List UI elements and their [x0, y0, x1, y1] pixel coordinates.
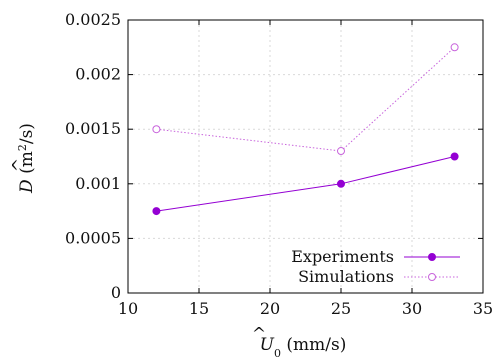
- y-label-hat: ^: [9, 158, 29, 172]
- y-tick-label: 0: [111, 283, 121, 302]
- x-tick-label: 20: [260, 299, 280, 318]
- x-tick-label: 10: [118, 299, 138, 318]
- series-layer: [152, 43, 459, 216]
- x-label-symbol: U: [260, 335, 275, 355]
- y-tick-label: 0.001: [75, 174, 121, 193]
- legend: Experiments Simulations: [291, 247, 460, 286]
- data-point-experiments: [337, 179, 345, 188]
- y-axis-label: D (m2/s): [16, 123, 38, 194]
- y-label-unit-close: /s): [17, 123, 37, 144]
- x-tick-label: 25: [331, 299, 351, 318]
- x-label-subscript: 0: [274, 347, 281, 360]
- y-tick-label: 0.0015: [65, 119, 121, 138]
- y-tick-label: 0.002: [75, 65, 121, 84]
- x-tick-label: 15: [189, 299, 209, 318]
- legend-label-simulations: Simulations: [298, 267, 394, 286]
- y-label-superscript: 2: [16, 144, 29, 151]
- legend-label-experiments: Experiments: [291, 247, 394, 266]
- legend-marker-simulations: [428, 273, 436, 281]
- data-point-simulations: [152, 125, 161, 134]
- x-tick-label: 35: [473, 299, 492, 318]
- x-axis-label: U0 (mm/s): [260, 335, 347, 360]
- series-line-simulations: [156, 46, 455, 152]
- ticks: 10 15 20 25 30 35 0 0.0005 0.001 0.0015 0.002 0.002…: [65, 10, 492, 318]
- legend-marker-experiments: [428, 253, 436, 261]
- x-tick-label: 30: [402, 299, 422, 318]
- data-point-experiments: [450, 152, 459, 161]
- data-point-simulations: [337, 147, 345, 156]
- plot-frame: [127, 19, 484, 294]
- y-tick-label: 0.0005: [65, 228, 121, 247]
- x-label-hat: ^: [252, 324, 266, 344]
- x-label-unit: (mm/s): [281, 335, 346, 355]
- y-label-unit-open: (m: [17, 151, 37, 179]
- y-label-symbol: D: [17, 179, 37, 194]
- data-point-simulations: [450, 43, 459, 52]
- data-point-experiments: [152, 207, 161, 216]
- y-tick-label: 0.0025: [65, 10, 121, 29]
